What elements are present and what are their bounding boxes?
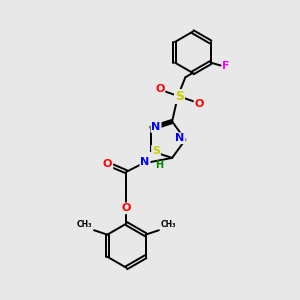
Text: S: S: [152, 146, 160, 156]
Text: N: N: [152, 122, 160, 132]
Text: N: N: [140, 157, 150, 167]
Text: CH₃: CH₃: [160, 220, 176, 229]
Text: CH₃: CH₃: [77, 220, 93, 229]
Text: O: O: [103, 159, 112, 169]
Text: O: O: [194, 99, 204, 109]
Text: H: H: [155, 160, 163, 170]
Text: O: O: [122, 203, 131, 213]
Text: N: N: [176, 133, 185, 143]
Text: S: S: [175, 90, 184, 103]
Text: O: O: [155, 84, 164, 94]
Text: F: F: [222, 61, 230, 70]
